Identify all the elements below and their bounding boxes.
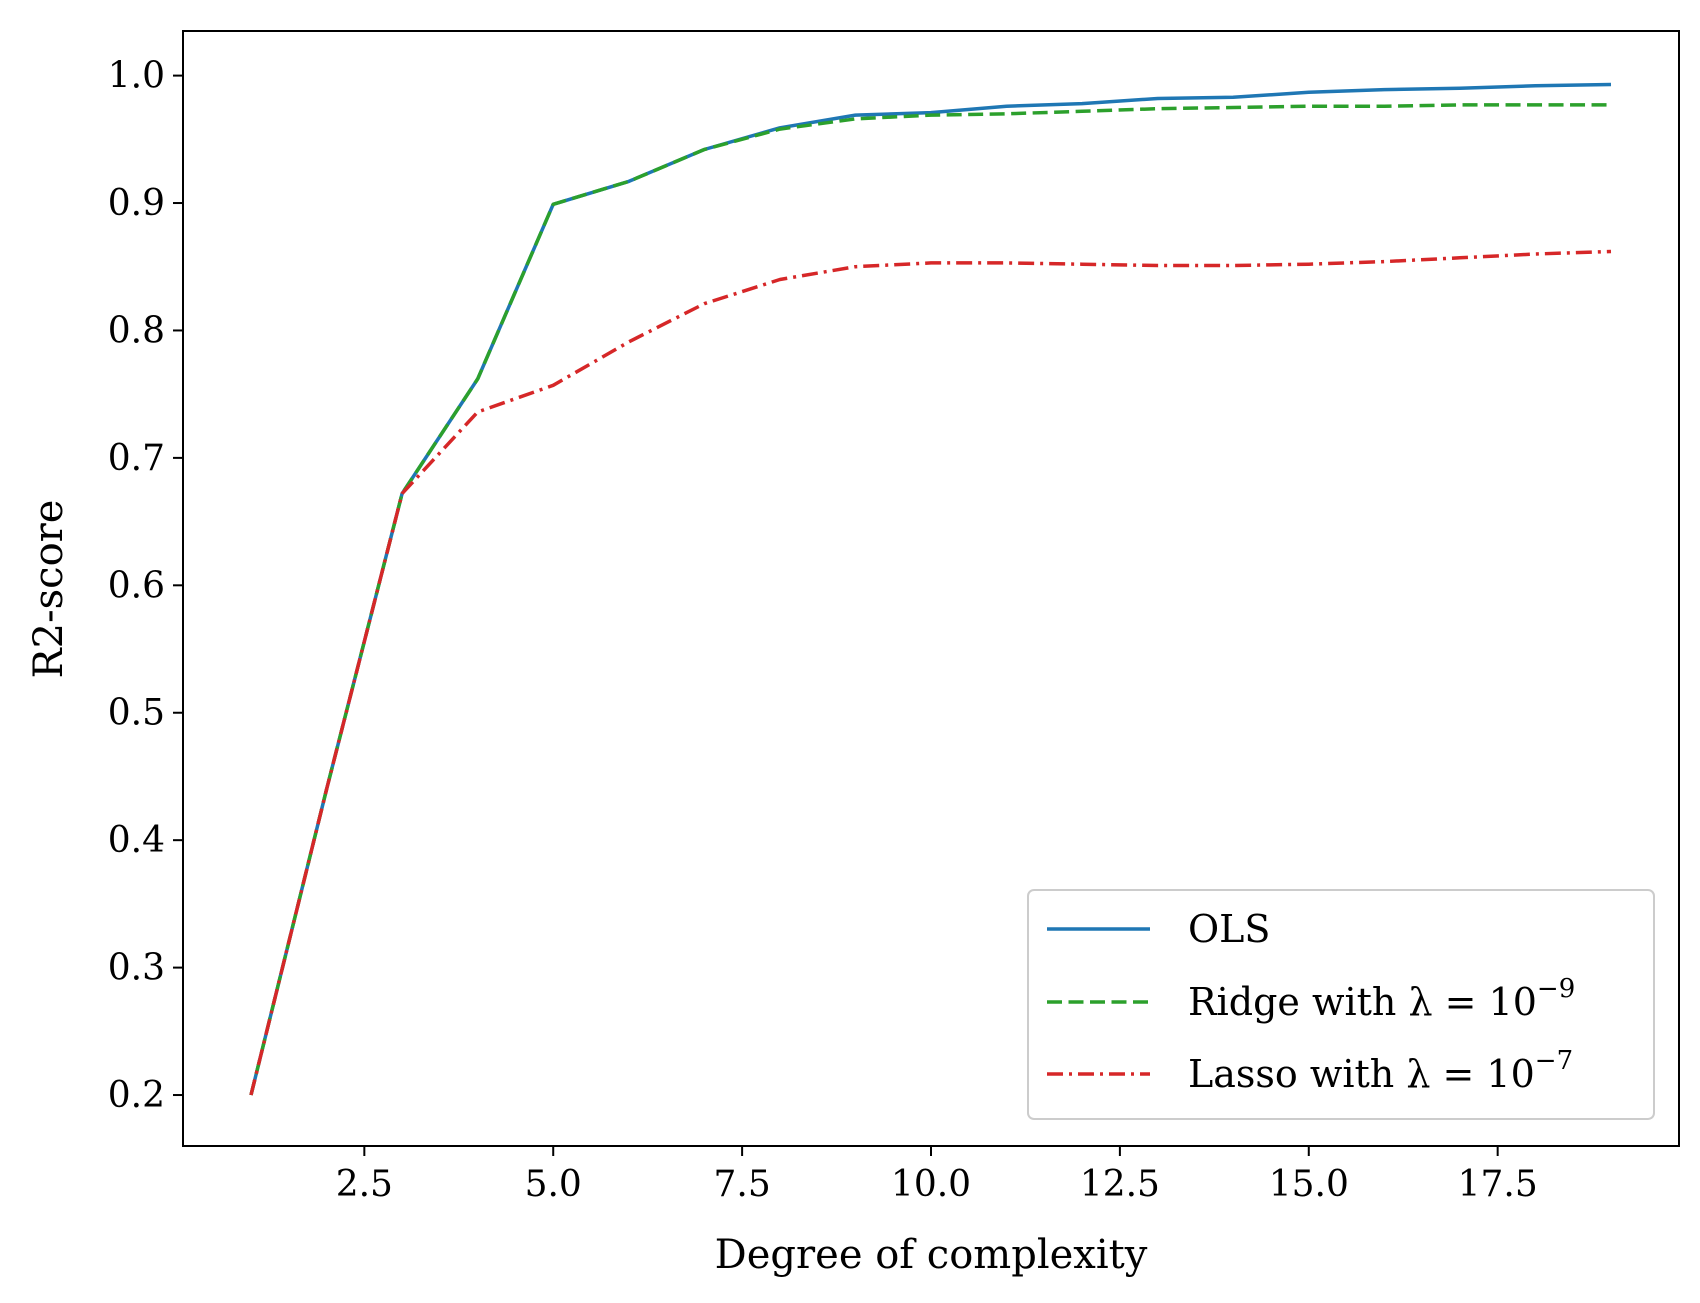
y-tick-label: 0.5	[108, 693, 165, 734]
series-line-ridge	[249, 103, 1611, 1096]
y-tick-label: 0.8	[108, 310, 165, 351]
y-tick-label: 0.6	[108, 565, 165, 606]
legend-entry-label: Lasso with λ = 10−7	[1188, 1046, 1573, 1096]
legend-box	[1027, 889, 1655, 1120]
x-tick-label: 7.5	[713, 1164, 770, 1205]
y-tick-label: 0.2	[108, 1075, 165, 1116]
legend: OLS Ridge with λ = 10−9 Lasso with λ = 10−…	[1027, 889, 1655, 1120]
x-tick-label: 10.0	[891, 1164, 971, 1205]
y-tick-label: 0.3	[108, 948, 165, 989]
x-tick-label: 2.5	[336, 1164, 393, 1205]
y-tick-label: 1.0	[108, 56, 165, 97]
x-tick-label: 17.5	[1458, 1164, 1538, 1205]
legend-entry-label: Ridge with λ = 10−9	[1188, 974, 1575, 1024]
y-axis: 0.2 0.3 0.4 0.5 0.6 0.7 0.8 0.9 1.0	[108, 56, 183, 1116]
y-tick-label: 0.7	[108, 438, 165, 479]
legend-entry-label: OLS	[1188, 907, 1270, 951]
y-tick-label: 0.9	[108, 183, 165, 224]
x-tick-label: 12.5	[1080, 1164, 1160, 1205]
y-axis-label: R2-score	[26, 500, 72, 679]
series-line-lasso	[249, 249, 1612, 1096]
series-layer	[249, 82, 1612, 1096]
x-tick-label: 15.0	[1269, 1164, 1349, 1205]
x-tick-label: 5.0	[525, 1164, 582, 1205]
y-tick-label: 0.4	[108, 820, 165, 861]
x-axis: 2.5 5.0 7.5 10.0 12.5 15.0 17.5	[336, 1146, 1538, 1205]
x-axis-label: Degree of complexity	[715, 1232, 1148, 1278]
